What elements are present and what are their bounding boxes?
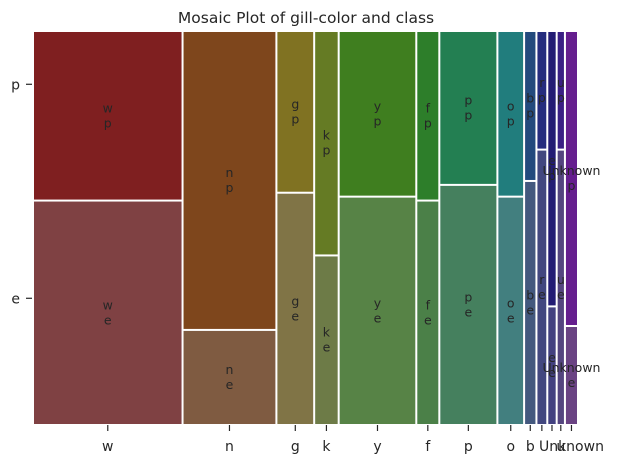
mosaic-cell-p-e: [440, 185, 497, 424]
x-tick-label: b: [526, 439, 535, 455]
mosaic-cell-k-e: [315, 256, 338, 424]
mosaic-cell-u-e: [557, 150, 564, 424]
cell-label-Unknown-e: Unknown e: [542, 360, 600, 390]
mosaic-cell-f-p: [417, 32, 439, 200]
mosaic-cell-b-e: [525, 181, 536, 424]
mosaic-cell-f-e: [417, 201, 439, 424]
mosaic-cell-u-p: [557, 32, 564, 149]
x-tick-label: Unknown: [539, 439, 604, 455]
mosaic-cell-y-p: [339, 32, 416, 196]
mosaic-cells: [34, 32, 577, 424]
mosaic-cell-e-p: [548, 32, 556, 306]
mosaic-cell-o-e: [498, 197, 524, 424]
x-tick-label: y: [373, 439, 381, 455]
x-tick-label: p: [464, 439, 473, 455]
y-axis: pe: [11, 77, 32, 307]
mosaic-cell-w-e: [34, 201, 182, 424]
mosaic-cell-n-e: [183, 330, 276, 424]
mosaic-cell-e-e: [548, 307, 556, 424]
cell-label-Unknown-p: Unknown p: [542, 163, 600, 193]
mosaic-cell-labels: w p w e n p n e g p g e k p k e y p y e f p f e p p p e o p o e b p b e r p r e…: [103, 75, 601, 392]
mosaic-cell-g-p: [277, 32, 314, 192]
mosaic-cell-Unknown-p: [565, 32, 577, 325]
mosaic-cell-n-p: [183, 32, 276, 329]
x-tick-label: n: [225, 439, 234, 455]
x-tick-label: f: [425, 439, 431, 455]
mosaic-cell-Unknown-e: [565, 327, 577, 424]
mosaic-cell-y-e: [339, 197, 416, 424]
x-tick-label: o: [506, 439, 515, 455]
mosaic-cell-o-p: [498, 32, 524, 196]
mosaic-cell-w-p: [34, 32, 182, 200]
y-tick-label: e: [11, 291, 20, 307]
mosaic-cell-r-p: [537, 32, 547, 149]
x-tick-label: w: [102, 439, 113, 455]
mosaic-cell-b-p: [525, 32, 536, 180]
x-tick-label: k: [322, 439, 331, 455]
mosaic-cell-p-p: [440, 32, 497, 184]
mosaic-cell-k-p: [315, 32, 338, 255]
y-tick-label: p: [11, 77, 20, 93]
mosaic-cell-g-e: [277, 193, 314, 424]
x-tick-label: u: [556, 439, 565, 455]
mosaic-cell-r-e: [537, 150, 547, 424]
x-tick-label: g: [291, 439, 300, 455]
chart-title: Mosaic Plot of gill-color and class: [178, 9, 434, 27]
